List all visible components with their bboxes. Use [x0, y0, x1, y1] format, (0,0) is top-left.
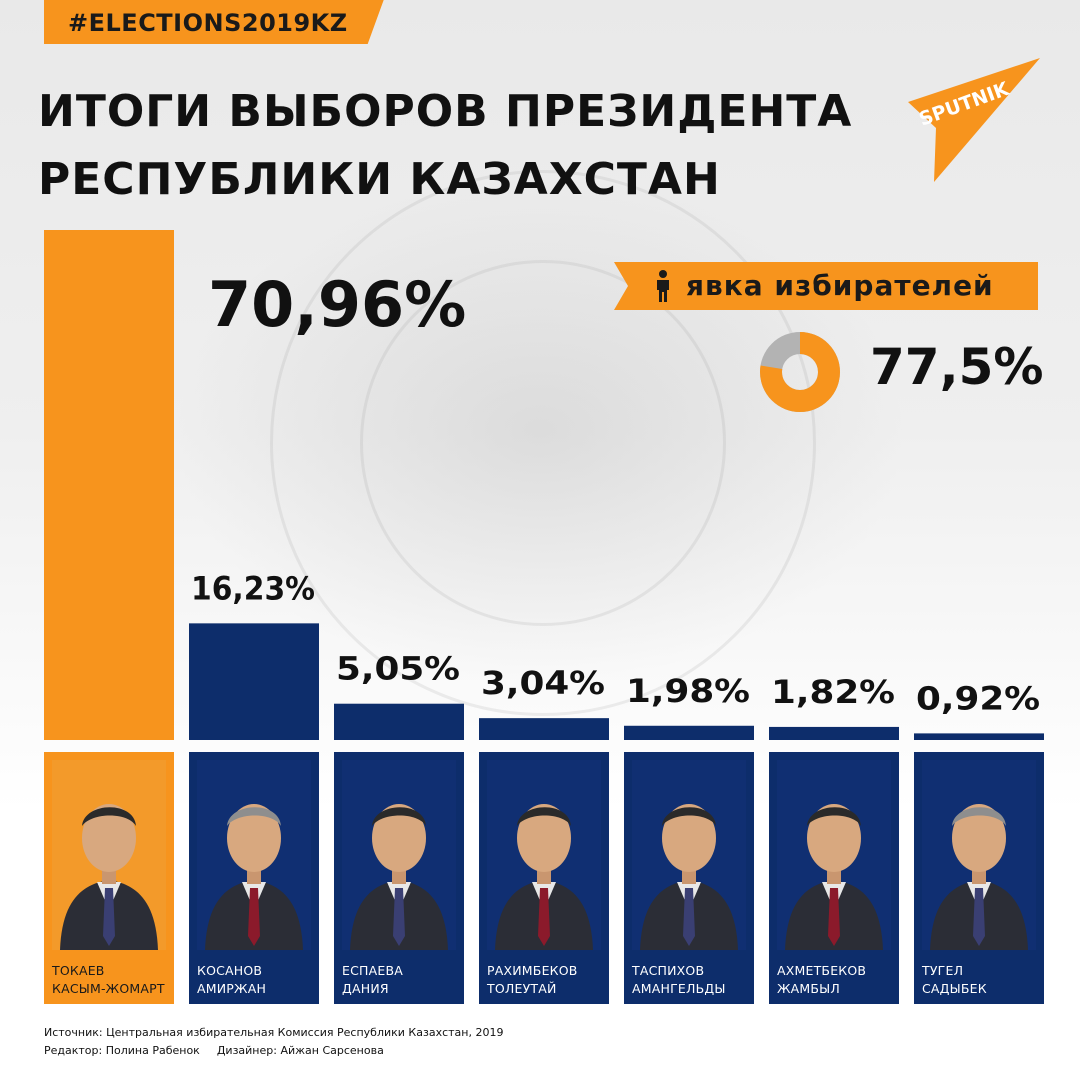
- candidate-card-6: АХМЕТБЕКОВ ЖАМБЫЛ: [769, 752, 899, 1004]
- candidate-surname: АХМЕТБЕКОВ: [777, 963, 867, 978]
- bar-value-label-1: 70,96%: [208, 268, 466, 341]
- bar-6: [769, 726, 899, 740]
- bar-value-label-6: 1,82%: [771, 673, 895, 711]
- candidate-cards: ТОКАЕВ КАСЫМ-ЖОМАРТ КОСАНОВ АМИРЖАН ЕСПАЕВА Д…: [0, 752, 1080, 1004]
- bar-7: [914, 733, 1044, 740]
- background-emblem-inner: [360, 260, 726, 626]
- results-bar-chart: 70,96% 16,23% 5,05% 3,04% 1,98% 1,82% 0,92%: [44, 230, 1044, 740]
- credits-staff: Редактор: Полина Рабенок Дизайнер: Айжан…: [44, 1042, 503, 1060]
- candidate-name: КОСАНОВ АМИРЖАН: [197, 962, 317, 998]
- turnout-value: 77,5%: [870, 338, 1044, 396]
- bar-4: [479, 718, 609, 740]
- candidate-given-name: АМАНГЕЛЬДЫ: [632, 981, 726, 996]
- page-title: ИТОГИ ВЫБОРОВ ПРЕЗИДЕНТА РЕСПУБЛИКИ КАЗА…: [38, 78, 858, 214]
- bar-value-label-2: 16,23%: [191, 569, 315, 607]
- candidate-name: АХМЕТБЕКОВ ЖАМБЫЛ: [777, 962, 897, 998]
- turnout-label: явка избирателей: [686, 269, 994, 302]
- hashtag-banner: #ELECTIONS2019KZ: [44, 0, 384, 44]
- candidate-portrait: [777, 760, 891, 950]
- candidate-given-name: САДЫБЕК: [922, 981, 987, 996]
- bar-1: [44, 230, 174, 740]
- candidate-given-name: ДАНИЯ: [342, 981, 389, 996]
- donut-turnout-share: [760, 332, 840, 412]
- candidate-name: ЕСПАЕВА ДАНИЯ: [342, 962, 462, 998]
- bar-value-label-3: 5,05%: [336, 650, 460, 688]
- credits-source: Источник: Центральная избирательная Коми…: [44, 1026, 504, 1039]
- candidate-given-name: ЖАМБЫЛ: [777, 981, 841, 996]
- candidate-surname: ТАСПИХОВ: [632, 963, 705, 978]
- candidate-portrait: [632, 760, 746, 950]
- candidate-name: ТУГЕЛ САДЫБЕК: [922, 962, 1042, 998]
- sputnik-logo: SPUTNIK: [908, 58, 1040, 182]
- candidate-card-4: РАХИМБЕКОВ ТОЛЕУТАЙ: [479, 752, 609, 1004]
- background-emblem-outer: [270, 170, 816, 716]
- bar-value-label-4: 3,04%: [481, 664, 605, 702]
- candidate-given-name: КАСЫМ-ЖОМАРТ: [52, 981, 165, 996]
- candidate-portrait: [52, 760, 166, 950]
- bar-value-label-7: 0,92%: [916, 679, 1040, 717]
- title-line-1: ИТОГИ ВЫБОРОВ ПРЕЗИДЕНТА: [38, 86, 853, 137]
- bar-5: [624, 725, 754, 740]
- title-line-2: РЕСПУБЛИКИ КАЗАХСТАН: [38, 154, 721, 205]
- candidate-card-5: ТАСПИХОВ АМАНГЕЛЬДЫ: [624, 752, 754, 1004]
- turnout-label-banner: явка избирателей: [614, 262, 1038, 310]
- candidate-card-3: ЕСПАЕВА ДАНИЯ: [334, 752, 464, 1004]
- credits: Источник: Центральная избирательная Коми…: [44, 1024, 503, 1060]
- turnout-donut: [760, 332, 840, 412]
- bar-2: [189, 623, 319, 740]
- candidate-card-1: ТОКАЕВ КАСЫМ-ЖОМАРТ: [44, 752, 174, 1004]
- candidate-portrait: [487, 760, 601, 950]
- candidate-portrait: [197, 760, 311, 950]
- person-icon: [657, 270, 669, 302]
- candidate-name: ТОКАЕВ КАСЫМ-ЖОМАРТ: [52, 962, 172, 998]
- candidate-surname: ТОКАЕВ: [52, 963, 105, 978]
- credits-editor: Редактор: Полина Рабенок: [44, 1044, 200, 1057]
- candidate-portrait: [342, 760, 456, 950]
- candidate-portrait: [922, 760, 1036, 950]
- candidate-card-2: КОСАНОВ АМИРЖАН: [189, 752, 319, 1004]
- candidate-name: ТАСПИХОВ АМАНГЕЛЬДЫ: [632, 962, 752, 998]
- bar-value-label-5: 1,98%: [626, 672, 750, 710]
- candidate-given-name: ТОЛЕУТАЙ: [487, 981, 557, 996]
- candidate-surname: ЕСПАЕВА: [342, 963, 404, 978]
- bar-3: [334, 703, 464, 740]
- candidate-card-7: ТУГЕЛ САДЫБЕК: [914, 752, 1044, 1004]
- candidate-surname: КОСАНОВ: [197, 963, 263, 978]
- candidate-name: РАХИМБЕКОВ ТОЛЕУТАЙ: [487, 962, 607, 998]
- credits-designer: Дизайнер: Айжан Сарсенова: [216, 1044, 384, 1057]
- candidate-surname: ТУГЕЛ: [922, 963, 964, 978]
- candidate-given-name: АМИРЖАН: [197, 981, 267, 996]
- candidate-surname: РАХИМБЕКОВ: [487, 963, 578, 978]
